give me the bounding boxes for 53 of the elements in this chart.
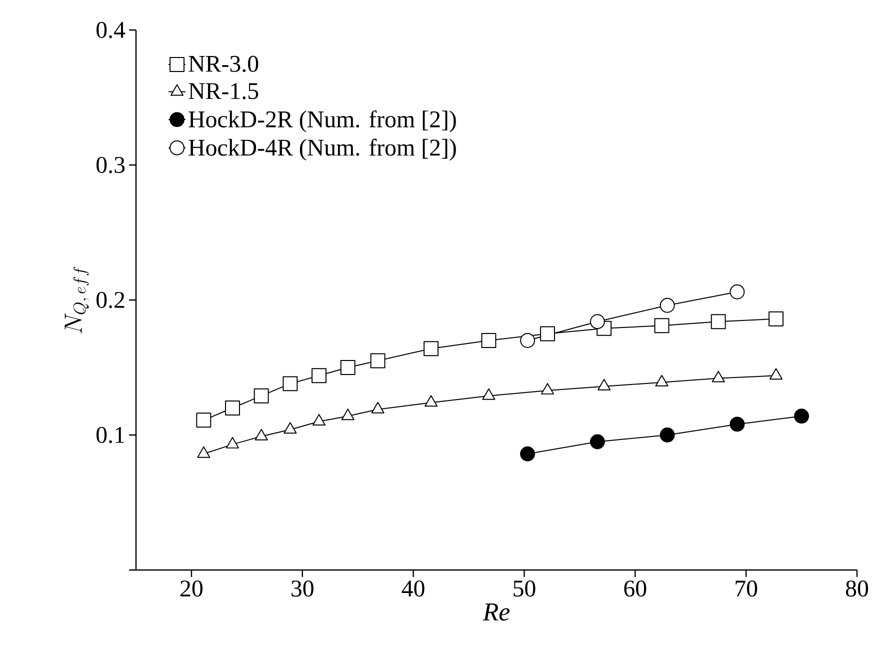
- point: [730, 284, 745, 300]
- point: [598, 378, 611, 390]
- point: [520, 333, 536, 348]
- point: [710, 314, 726, 330]
- y-tick-label: 0.2: [96, 292, 124, 308]
- point: [254, 388, 269, 404]
- point: [660, 428, 675, 442]
- point: [794, 408, 810, 424]
- x-tick-label: 70: [736, 580, 758, 597]
- point: [481, 333, 496, 348]
- point: [341, 408, 354, 420]
- point: [660, 298, 675, 313]
- point: [590, 434, 605, 450]
- point: [371, 402, 384, 414]
- point: [370, 353, 386, 368]
- x-tick-label: 30: [292, 580, 314, 597]
- point: [654, 318, 670, 334]
- point: [340, 360, 356, 375]
- legend-label: NR-3.0: [188, 56, 258, 72]
- point: [196, 412, 212, 428]
- point: [768, 311, 784, 326]
- legend-label: HockD-4R (Num. from [2]): [188, 138, 456, 161]
- point: [254, 428, 268, 440]
- y-tick-label: 0.4: [96, 22, 126, 38]
- point: [520, 446, 536, 462]
- x-tick-label: 20: [180, 580, 203, 597]
- legend-label: HockD-2R (Num. from [2]): [188, 110, 456, 132]
- point: [482, 388, 496, 400]
- point: [197, 446, 210, 458]
- point: [590, 314, 605, 330]
- point: [655, 374, 668, 386]
- point: [540, 382, 554, 394]
- point: [226, 436, 240, 448]
- y-axis-title: $N_{Q,\,eff}$: [64, 266, 89, 334]
- point: [284, 422, 297, 434]
- point: [282, 376, 298, 392]
- point: [769, 368, 783, 380]
- x-tick-label: 60: [624, 580, 646, 597]
- legend-label: NR-1.5: [188, 83, 258, 100]
- y-tick-label: 0.1: [96, 426, 124, 444]
- y-tick-label: 0.3: [96, 156, 125, 174]
- point: [225, 400, 240, 416]
- x-tick-label: 80: [846, 580, 868, 597]
- point: [730, 416, 745, 432]
- point: [424, 395, 438, 407]
- point: [312, 414, 326, 426]
- x-tick-label: 40: [402, 580, 424, 597]
- point: [312, 368, 326, 384]
- point: [424, 341, 439, 356]
- point: [540, 326, 556, 342]
- x-tick-label: 50: [514, 580, 536, 597]
- x-axis-title: Re: [482, 603, 510, 621]
- point: [712, 370, 725, 382]
